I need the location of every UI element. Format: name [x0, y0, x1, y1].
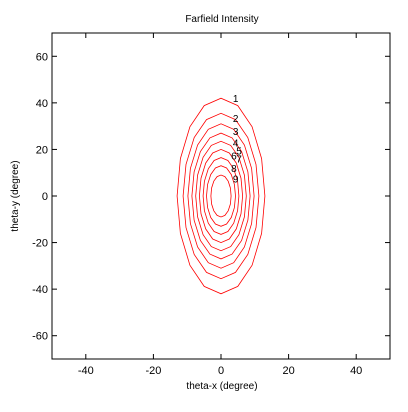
y-axis: -60 -40 -20 0 20 40 60 [32, 51, 390, 343]
contour-label-2: 2 [233, 114, 239, 125]
y-axis-title: theta-y (degree) [10, 160, 21, 231]
x-tick-label: -40 [78, 365, 94, 377]
plot-area-frame [51, 32, 391, 360]
contour-line-level-9 [210, 174, 232, 218]
x-tick-label: 0 [218, 365, 224, 377]
contour-line-level-8 [206, 165, 236, 227]
contour-label-7: 7 [236, 155, 242, 166]
y-tick-label: 0 [42, 191, 48, 203]
x-tick-label: -20 [145, 365, 161, 377]
contour-label-4: 4 [233, 138, 239, 149]
contour-label-9: 9 [233, 175, 239, 186]
contour-line-level-7 [202, 157, 240, 235]
contour-label-6: 6 [231, 151, 237, 162]
contour-line-level-2 [182, 112, 260, 280]
y-tick-label: -40 [32, 284, 48, 296]
chart-title: Farfield Intensity [185, 14, 258, 25]
contour-label-3: 3 [233, 127, 239, 138]
contour-line-level-1 [176, 97, 266, 295]
y-tick-label: 20 [36, 144, 48, 156]
contour-line-level-5 [195, 140, 247, 252]
x-axis: -40 -20 0 20 40 [78, 33, 362, 377]
x-axis-title: theta-x (degree) [186, 381, 257, 392]
y-tick-label: -60 [32, 331, 48, 343]
y-tick-label: 40 [36, 98, 48, 110]
contour-line-level-6 [198, 148, 244, 244]
x-tick-label: 40 [350, 365, 362, 377]
contour-line-level-3 [187, 123, 255, 269]
y-tick-label: 60 [36, 51, 48, 63]
contour-label-8: 8 [231, 164, 237, 175]
contour-label-5: 5 [236, 147, 242, 158]
contour-label-1: 1 [233, 94, 239, 105]
x-tick-label: 20 [282, 365, 294, 377]
y-tick-label: -20 [32, 238, 48, 250]
contour-line-level-4 [191, 132, 251, 260]
contour-lines [176, 97, 266, 295]
